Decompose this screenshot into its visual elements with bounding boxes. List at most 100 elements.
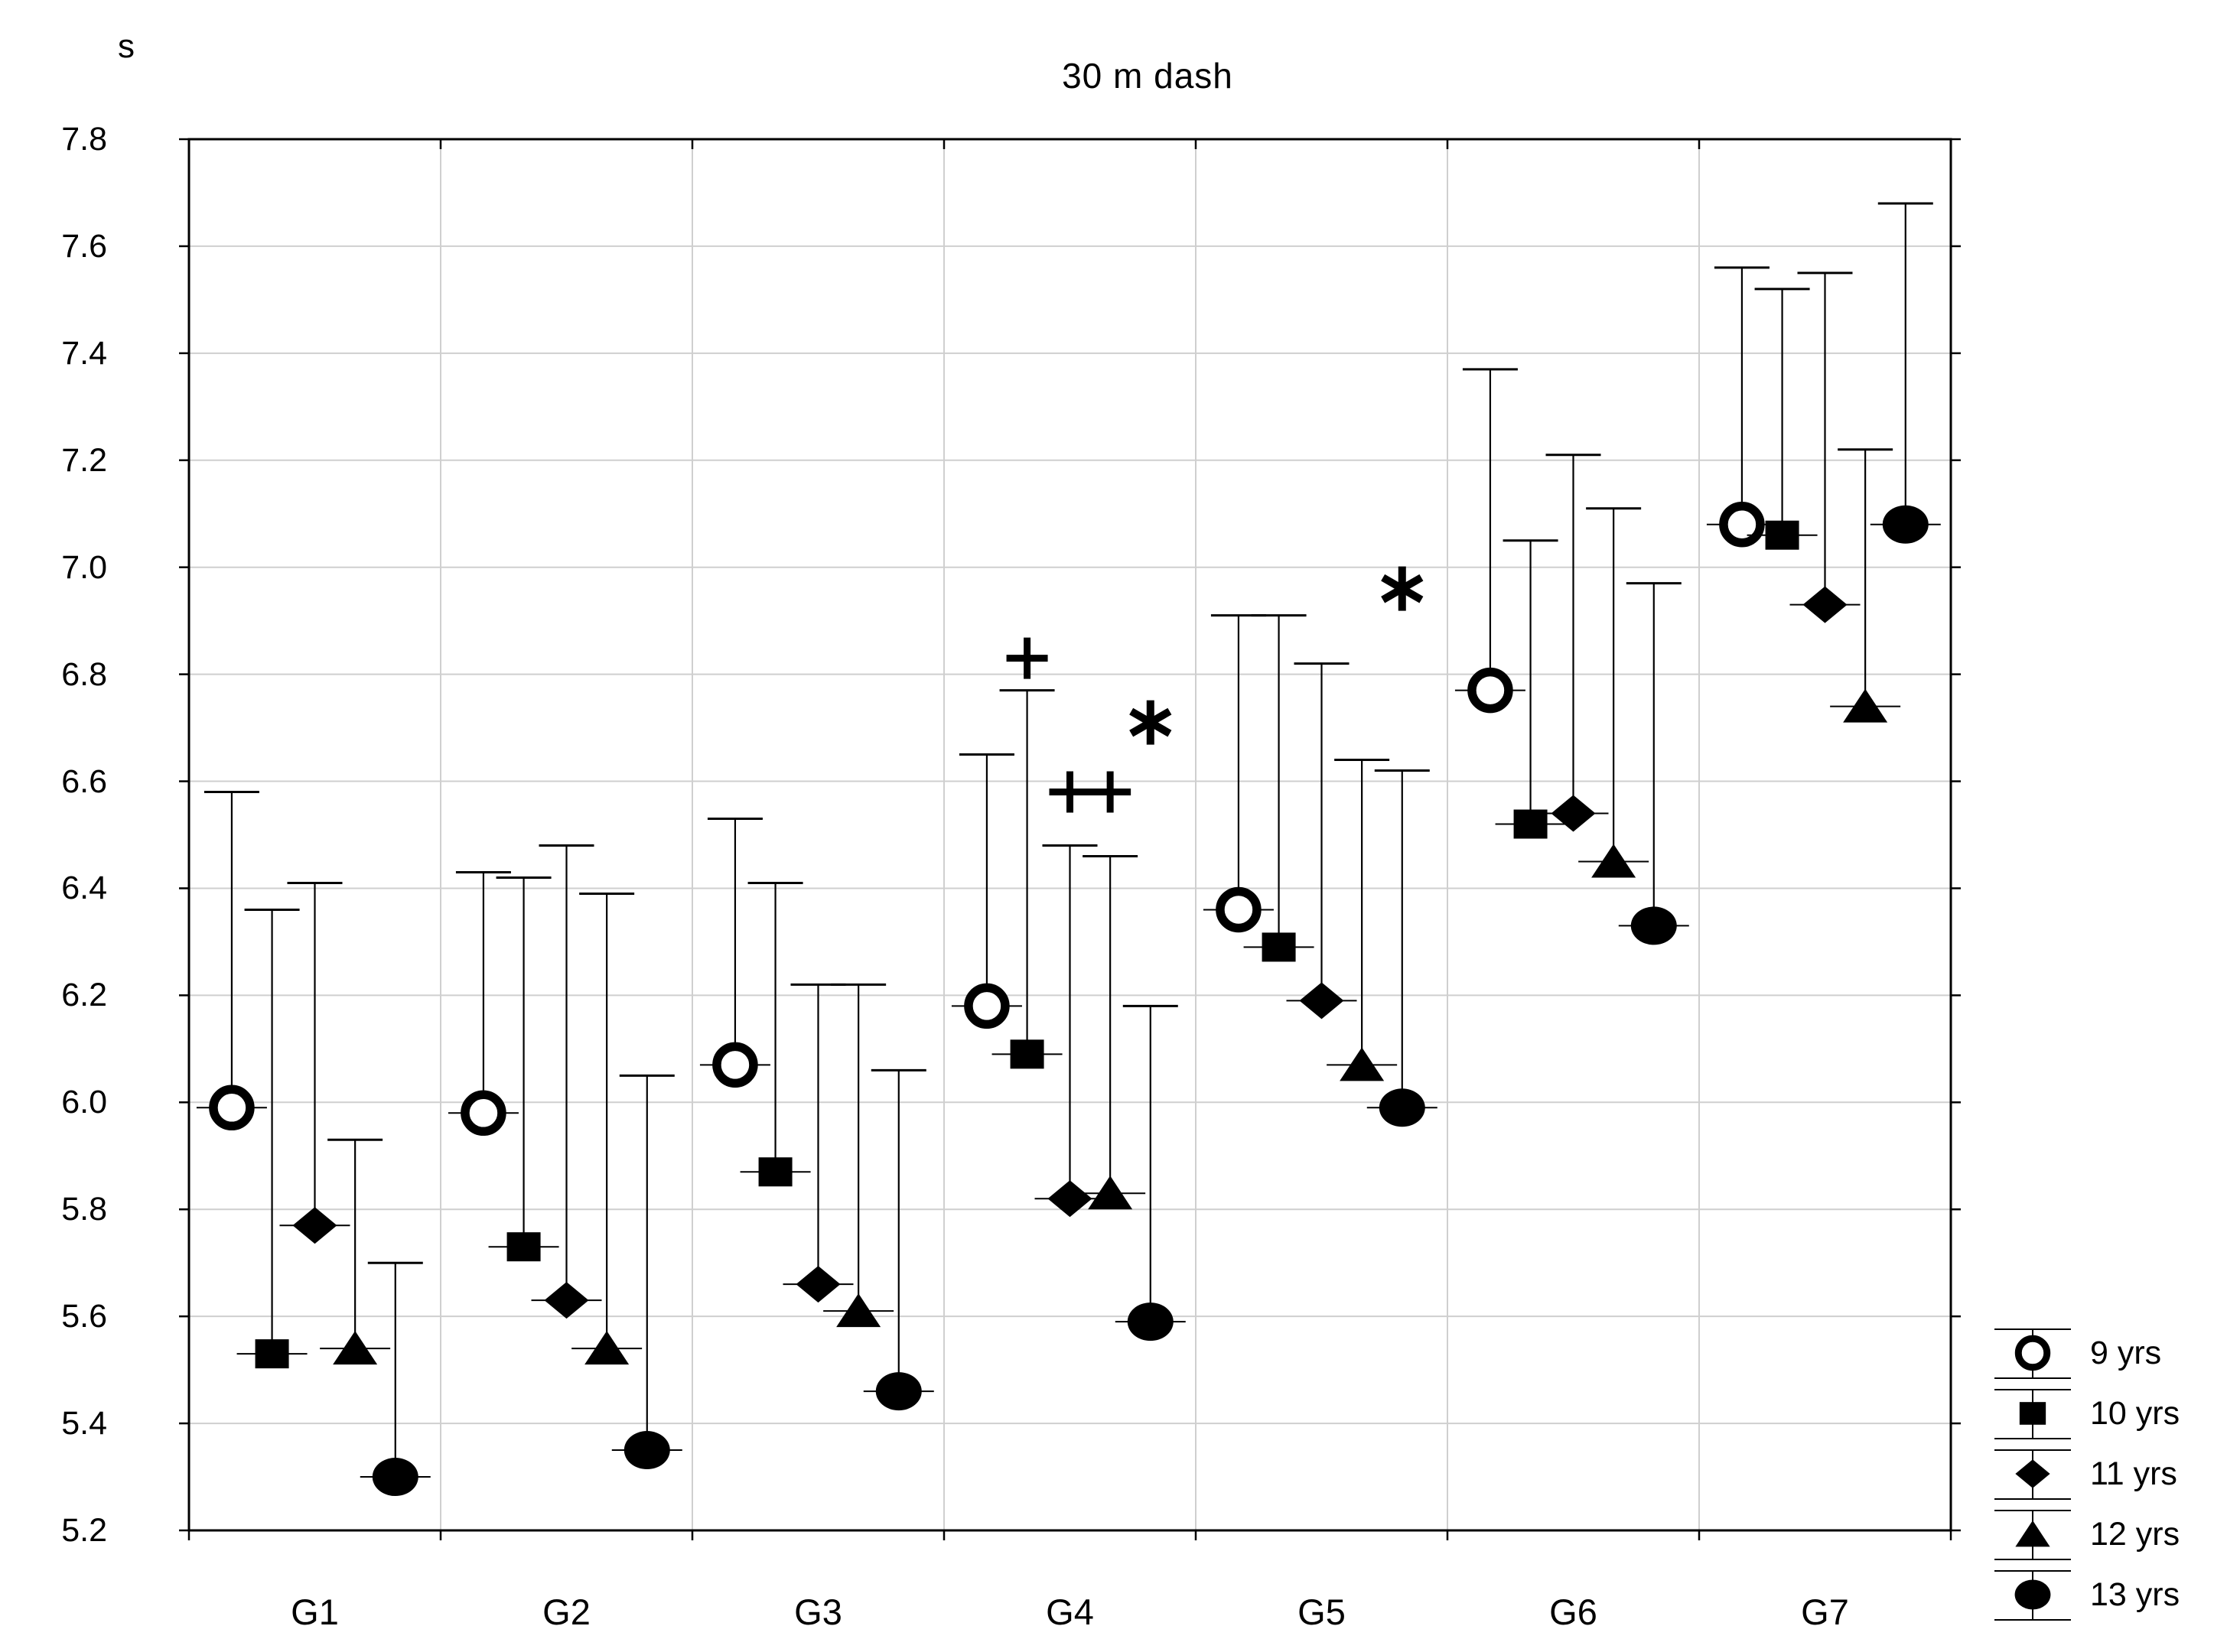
legend-item: 10 yrs: [1992, 1384, 2222, 1444]
data-point: [1366, 769, 1437, 1127]
plus-annotation: [1006, 637, 1048, 679]
data-point: [1454, 368, 1525, 714]
filled-triangle-marker: [1088, 1176, 1133, 1210]
filled-triangle-icon: [1994, 1510, 2071, 1560]
data-point: [236, 908, 308, 1369]
data-point: [1830, 448, 1901, 723]
data-point: [1115, 1004, 1186, 1341]
open-circle-icon: [1994, 1328, 2071, 1379]
y-tick-label: 7.0: [61, 548, 107, 586]
plot-border-and-ticks: [179, 138, 1961, 1540]
x-category-label: G5: [1297, 1592, 1346, 1632]
filled-square-marker: [758, 1157, 793, 1187]
data-point: [448, 870, 519, 1137]
x-category-label: G2: [542, 1592, 591, 1632]
y-axis-unit-label: s: [118, 28, 135, 65]
data-point: [783, 983, 854, 1303]
data-point: [611, 1074, 682, 1470]
data-point: [1747, 288, 1818, 550]
data-point: [360, 1261, 431, 1497]
filled-triangle-marker: [1843, 688, 1888, 723]
filled-diamond-marker: [1299, 982, 1344, 1019]
y-tick-label: 5.8: [61, 1191, 107, 1228]
filled-triangle-marker: [836, 1293, 881, 1328]
filled-diamond-marker: [1551, 795, 1596, 832]
data-point: [1706, 266, 1777, 548]
data-point: [740, 881, 811, 1187]
data-point: [1789, 272, 1861, 623]
open-circle-marker: [964, 983, 1010, 1029]
legend-item: 12 yrs: [1992, 1504, 2222, 1565]
filled-diamond-marker: [1802, 586, 1848, 623]
filled-circle-marker: [875, 1372, 922, 1411]
filled-square-marker: [255, 1339, 289, 1369]
filled-square-marker: [1262, 932, 1296, 962]
data-point: [196, 791, 267, 1131]
legend-marker: [2014, 1335, 2051, 1371]
legend-item: 9 yrs: [1992, 1323, 2222, 1384]
filled-circle-marker: [1379, 1088, 1425, 1127]
data-point: [1618, 582, 1689, 945]
x-category-label: G1: [291, 1592, 339, 1632]
filled-triangle-marker: [333, 1331, 378, 1365]
y-tick-label: 6.4: [61, 870, 107, 907]
legend-marker: [2014, 1579, 2051, 1610]
open-circle-marker: [1467, 667, 1513, 714]
data-point: [1034, 844, 1105, 1218]
x-category-label: G7: [1801, 1592, 1849, 1632]
legend-item: 13 yrs: [1992, 1565, 2222, 1625]
chart-title: 30 m dash: [1062, 56, 1233, 96]
filled-triangle-marker: [1340, 1047, 1385, 1081]
y-tick-label: 5.2: [61, 1512, 107, 1549]
x-category-label: G6: [1549, 1592, 1597, 1632]
filled-diamond-marker: [544, 1282, 589, 1319]
annotations: [1006, 566, 1424, 813]
filled-diamond-marker: [796, 1266, 841, 1303]
data-point: [699, 818, 770, 1088]
legend-marker: [2019, 1402, 2046, 1425]
filled-square-icon: [1994, 1389, 2071, 1439]
legend-label: 13 yrs: [2090, 1576, 2180, 1613]
legend-label: 10 yrs: [2090, 1395, 2180, 1432]
open-circle-marker: [1216, 886, 1262, 933]
legend-label: 9 yrs: [2090, 1335, 2162, 1371]
data-point: [1286, 662, 1357, 1019]
y-tick-label: 7.2: [61, 441, 107, 479]
filled-diamond-marker: [1047, 1180, 1092, 1218]
open-circle-marker: [209, 1085, 255, 1131]
filled-circle-marker: [372, 1458, 418, 1497]
filled-circle-marker: [1127, 1302, 1174, 1341]
filled-square-marker: [1513, 809, 1548, 839]
data-point: [279, 881, 350, 1244]
filled-triangle-marker: [1591, 844, 1636, 878]
open-circle-marker: [712, 1042, 758, 1088]
filled-circle-marker: [623, 1431, 670, 1470]
legend-label: 11 yrs: [2090, 1455, 2177, 1492]
filled-circle-marker: [1882, 505, 1929, 544]
legend-marker: [2015, 1459, 2050, 1488]
series-marks: [196, 202, 1941, 1497]
legend-label: 12 yrs: [2090, 1516, 2180, 1553]
data-point: [1578, 507, 1649, 878]
y-tick-label: 6.0: [61, 1084, 107, 1121]
data-point: [1495, 539, 1566, 839]
data-point: [823, 983, 894, 1328]
filled-circle-marker: [1630, 906, 1677, 945]
plot-border: [187, 138, 1952, 1532]
asterisk-annotation: [1129, 700, 1172, 745]
legend: 9 yrs 10 yrs 11 yrs 12 yrs 13 yrs: [1992, 1323, 2222, 1625]
filled-square-marker: [1765, 520, 1799, 550]
y-tick-label: 7.4: [61, 334, 107, 372]
data-point: [1243, 614, 1314, 962]
legend-marker: [2015, 1520, 2050, 1547]
y-axis-labels: 7.8 7.6 7.4 7.2 7.0 6.8 6.6 6.4 6.2 6.0 5.8 5.6 5.4 5…: [0, 0, 107, 1652]
y-tick-label: 5.4: [61, 1405, 107, 1442]
data-point: [1075, 854, 1146, 1210]
plus-annotation: [1089, 771, 1131, 813]
open-circle-marker: [1719, 501, 1765, 548]
filled-diamond-icon: [1994, 1449, 2071, 1500]
data-point: [1327, 759, 1398, 1081]
y-tick-label: 6.6: [61, 763, 107, 800]
